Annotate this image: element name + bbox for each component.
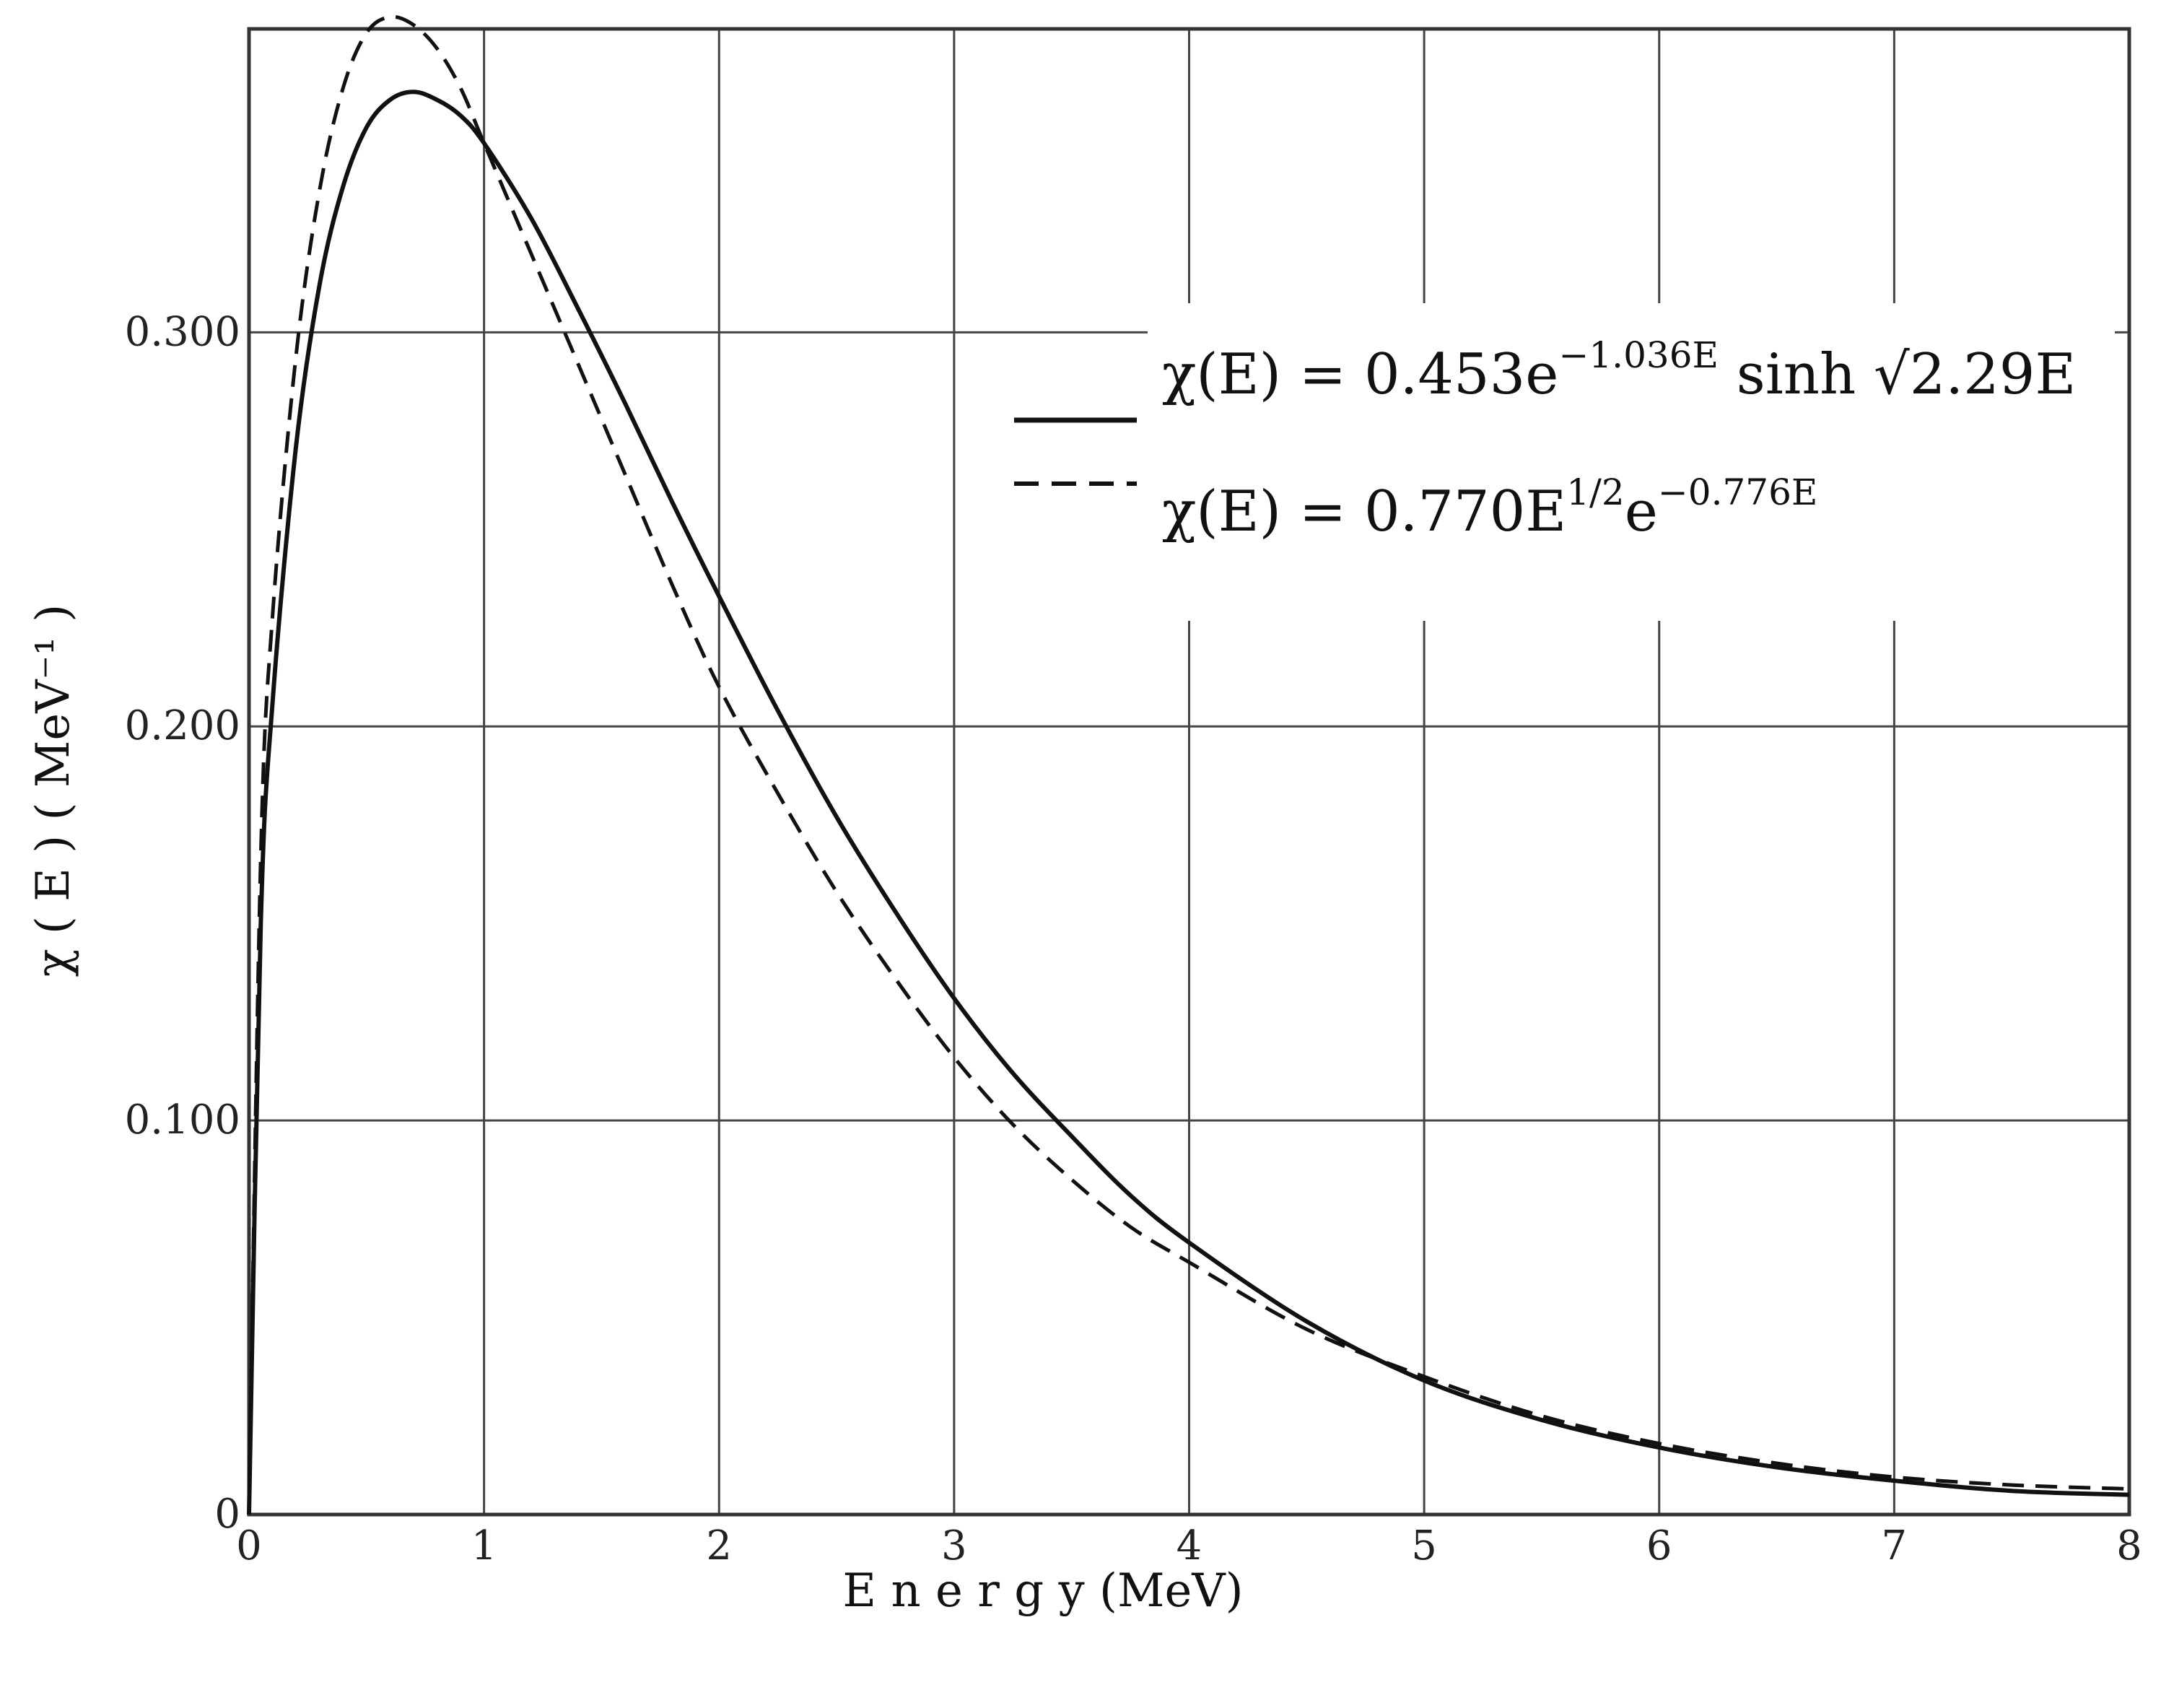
x-tick-label-6: 6	[1646, 1522, 1672, 1569]
legend-label-maxwellian: χ(E) = 0.770E1/2e−0.776E	[1162, 471, 1817, 544]
series-layer	[247, 14, 2130, 1515]
x-tick-label-8: 8	[2116, 1522, 2142, 1569]
y-ticks: 0 0.100 0.200 0.300	[125, 308, 240, 1538]
x-tick-label-4: 4	[1176, 1522, 1202, 1569]
x-axis-label: E n e r g y (MeV)	[842, 1564, 1243, 1618]
y-tick-label-3: 0.300	[125, 308, 240, 355]
x-tick-label-7: 7	[1882, 1522, 1908, 1569]
series-line-maxwellian	[247, 14, 2130, 1515]
series-line-watt	[247, 90, 2130, 1515]
x-tick-label-0: 0	[236, 1522, 262, 1569]
y-tick-label-0: 0	[214, 1491, 240, 1538]
x-tick-label-2: 2	[706, 1522, 732, 1569]
x-tick-label-1: 1	[471, 1522, 497, 1569]
x-tick-label-5: 5	[1411, 1522, 1437, 1569]
legend: χ(E) = 0.453e−1.036E sinh √2.29E χ(E) = …	[1014, 303, 2115, 621]
y-tick-label-2: 0.200	[125, 702, 240, 749]
y-axis-label: χ ( E ) ( MeV⁻¹ )	[27, 604, 80, 977]
x-ticks: 0 1 2 3 4 5 6 7 8	[236, 1522, 2142, 1569]
x-tick-label-3: 3	[941, 1522, 967, 1569]
legend-label-watt: χ(E) = 0.453e−1.036E sinh √2.29E	[1162, 334, 2076, 407]
plot-frame	[247, 27, 2131, 1517]
y-tick-label-1: 0.100	[125, 1097, 240, 1143]
legend-background	[1148, 303, 2115, 621]
